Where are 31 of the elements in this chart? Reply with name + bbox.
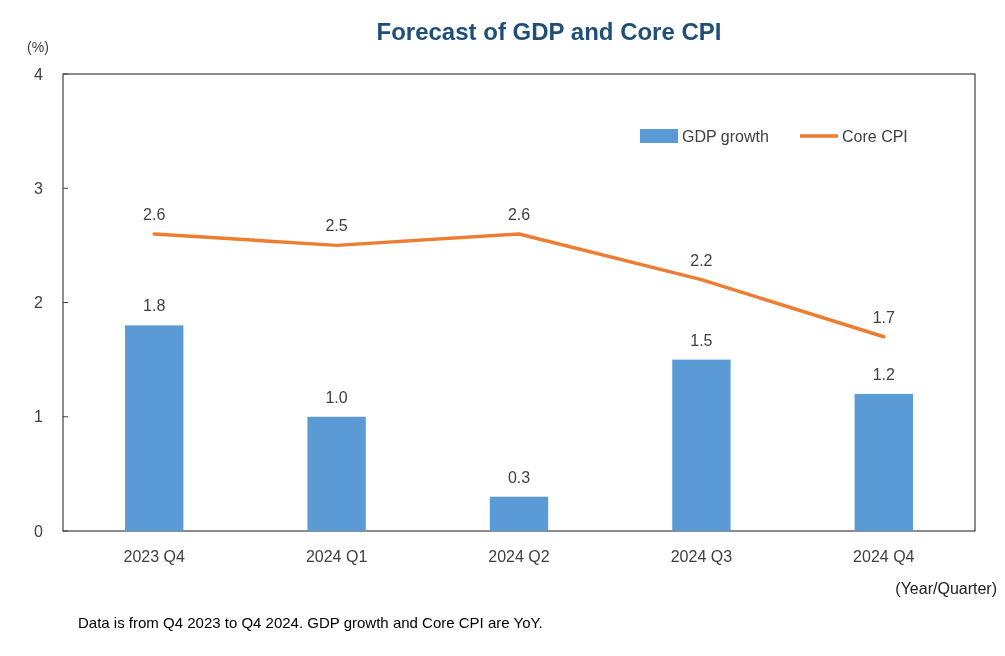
data-label: 1.2 xyxy=(872,365,896,383)
data-label: 1.7 xyxy=(872,308,896,326)
x-tick-label: 2024 Q4 xyxy=(853,548,915,565)
bar xyxy=(307,416,366,531)
chart-title: Forecast of GDP and Core CPI xyxy=(376,18,722,45)
x-tick-label: 2024 Q2 xyxy=(488,548,550,565)
y-tick-label: 1 xyxy=(34,408,44,426)
x-tick-label: 2023 Q4 xyxy=(123,548,185,565)
data-label: 1.5 xyxy=(690,331,713,349)
x-tick-label: 2024 Q3 xyxy=(670,548,733,565)
x-axis-title: (Year/Quarter) xyxy=(895,580,997,597)
data-label: 2.2 xyxy=(690,251,713,269)
data-label: 0.3 xyxy=(507,468,531,486)
bar xyxy=(125,325,184,531)
y-tick-label: 2 xyxy=(34,294,44,312)
data-label: 1.8 xyxy=(143,297,166,315)
bar xyxy=(672,359,731,531)
data-label: 1.0 xyxy=(325,388,348,406)
bar xyxy=(489,496,549,531)
y-tick-label: 0 xyxy=(34,522,44,540)
data-label: 2.6 xyxy=(507,205,531,223)
legend-label: Core CPI xyxy=(842,127,908,145)
data-label: 2.5 xyxy=(325,217,348,235)
text: Data is from Q4 2023 to Q4 2024. GDP growth and Core CPI are YoY. xyxy=(78,614,543,631)
y-tick-label: 4 xyxy=(34,65,44,83)
y-axis-title: (%) xyxy=(27,39,49,55)
y-tick-label: 3 xyxy=(34,179,44,197)
bar xyxy=(854,393,913,531)
x-tick-label: 2024 Q1 xyxy=(305,548,368,565)
legend-label: GDP growth xyxy=(682,127,769,145)
data-label: 2.6 xyxy=(143,205,166,223)
